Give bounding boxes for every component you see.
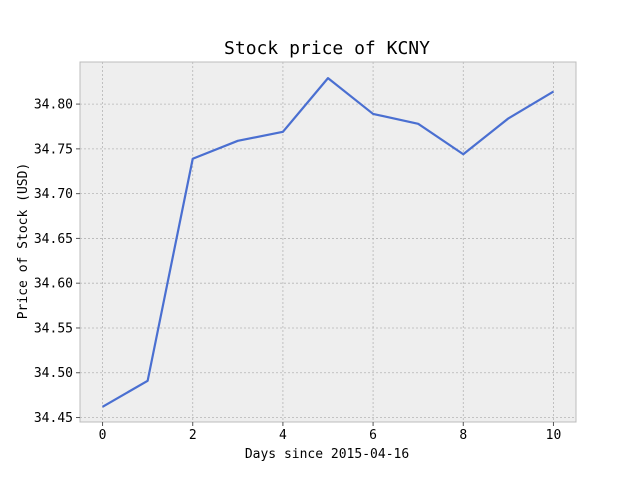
y-tick-label: 34.50 <box>34 366 73 381</box>
x-tick-label: 4 <box>279 428 287 443</box>
plot-frame <box>79 61 577 423</box>
y-tick-label: 34.55 <box>34 321 73 336</box>
y-tick-labels: 34.45 34.50 34.55 34.60 34.65 34.70 34.75 34.80 <box>34 98 73 426</box>
y-tick-label: 34.70 <box>34 187 73 202</box>
x-tick-label: 8 <box>459 428 467 443</box>
x-axis-label: Days since 2015-04-16 <box>245 447 409 462</box>
y-axis-label: Price of Stock (USD) <box>16 163 31 320</box>
series-line <box>102 77 555 408</box>
axis-ticks <box>76 103 554 426</box>
grid-lines <box>80 62 576 422</box>
x-tick-label: 6 <box>369 428 377 443</box>
y-tick-label: 34.80 <box>34 98 73 113</box>
y-tick-label: 34.65 <box>34 232 73 247</box>
x-tick-label: 10 <box>546 428 562 443</box>
x-tick-labels: 0 2 4 6 8 10 <box>99 428 562 443</box>
y-tick-label: 34.60 <box>34 277 73 292</box>
y-tick-label: 34.45 <box>34 411 73 426</box>
y-tick-label: 34.75 <box>34 142 73 157</box>
x-tick-label: 2 <box>189 428 197 443</box>
chart-title: Stock price of KCNY <box>224 38 430 59</box>
plot-area <box>80 62 576 422</box>
x-tick-label: 0 <box>99 428 107 443</box>
